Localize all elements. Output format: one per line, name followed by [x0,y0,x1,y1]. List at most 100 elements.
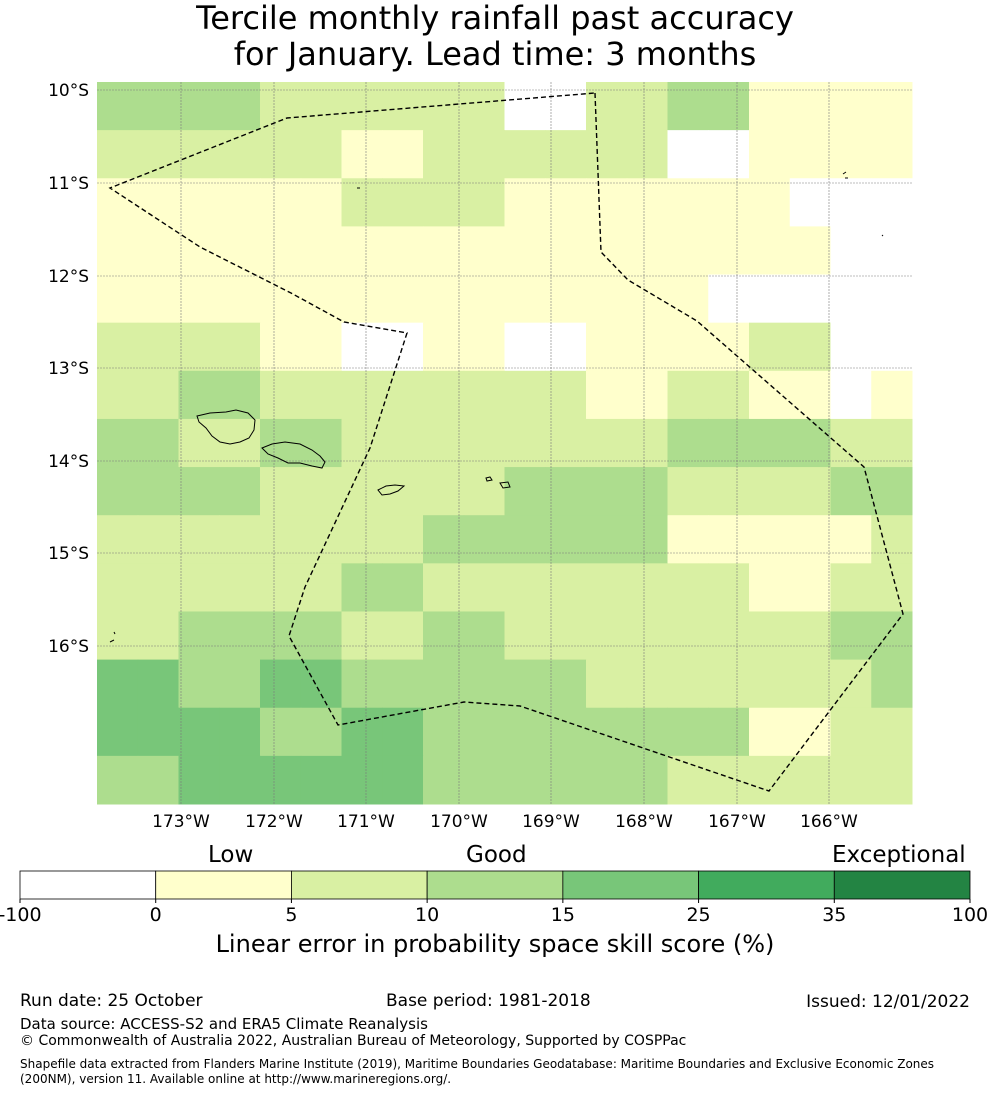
grid-cell [300,563,342,612]
grid-cell [504,418,546,468]
grid-cell [504,370,546,420]
grid-cell [137,563,179,612]
issued-date: Issued: 12/01/2022 [806,992,970,1012]
grid-cell [626,659,668,709]
colorbar-bins [19,870,971,900]
grid-cell [586,82,628,131]
grid-cell [137,515,179,564]
grid-cell [830,178,872,227]
grid-cell [219,130,261,179]
grid-cell [137,611,179,661]
grid-cell [260,274,302,324]
grid-cell [300,467,342,516]
grid-cell [178,755,220,805]
island-savaii [196,409,256,445]
colorbar-bin [19,870,157,900]
grid-cell [341,370,383,420]
grid-cell [789,130,831,179]
grid-cell [667,82,709,131]
grid-cell [463,274,505,324]
grid-cell [97,370,139,420]
colorbar-bin [833,870,971,900]
grid-cell [789,659,831,709]
grid-cell [749,707,791,757]
grid-cell [708,226,750,276]
grid-cell [137,322,179,372]
grid-cell [749,659,791,709]
grid-cell [749,274,791,324]
grid-cell [871,515,913,564]
grid-cell [545,370,587,420]
eez-boundary [108,92,904,792]
grid-cell [545,611,587,661]
grid-cell [300,611,342,661]
data-source: Data source: ACCESS-S2 and ERA5 Climate … [20,1015,428,1033]
grid-cell [423,274,465,324]
grid-cell [219,659,261,709]
grid-cell [260,515,302,564]
grid-cell [545,707,587,757]
grid-cell [300,130,342,179]
grid-cell [586,226,628,276]
grid-cell [260,130,302,179]
colorbar-bin [426,870,564,900]
grid-cell [545,755,587,805]
grid-cell [178,322,220,372]
grid-cell [626,370,668,420]
grid-cell [300,274,342,324]
grid-cell [463,467,505,516]
grid-cell [178,563,220,612]
latitude-label: 15°S [48,544,89,564]
grid-cell [504,322,546,372]
grid-cell [137,82,179,131]
grid-cell [260,659,302,709]
grid-cell [423,130,465,179]
grid-cell [382,755,424,805]
grid-cell [219,274,261,324]
grid-cell [382,370,424,420]
grid-cell [260,707,302,757]
grid-cell [137,226,179,276]
grid-cell [830,274,872,324]
longitude-labels: 173°W 172°W 171°W 170°W 169°W 168°W 167°W 166°W [152,812,858,832]
grid-cell [504,82,546,131]
grid-cell [260,82,302,131]
title-line-1: Tercile monthly rainfall past accuracy [196,0,794,37]
grid-cell [260,755,302,805]
skill-grid [97,82,913,805]
grid-cell [341,467,383,516]
grid-cell [504,515,546,564]
grid-cell [708,467,750,516]
grid-cell [789,82,831,131]
grid-cell [789,707,831,757]
map-title: Tercile monthly rainfall past accuracy f… [0,0,990,72]
colorbar-tick-label: 15 [551,904,575,926]
grid-cell [137,370,179,420]
grid-cell [667,418,709,468]
grid-cell [667,515,709,564]
grid-cell [178,467,220,516]
grid-cell [219,515,261,564]
grid-cell [463,418,505,468]
grid-cell [626,515,668,564]
grid-cell [300,226,342,276]
grid-cell [667,178,709,227]
grid-cell [463,322,505,372]
island-upolu [261,441,326,469]
grid-cell [545,130,587,179]
grid-cell [137,467,179,516]
grid-cell [423,611,465,661]
grid-cell [382,563,424,612]
grid-cell [382,226,424,276]
grid-cell [463,82,505,131]
grid-cell [545,178,587,227]
grid-cell [626,418,668,468]
latitude-label: 13°S [48,359,89,379]
grid-cell [382,82,424,131]
grid-cell [423,755,465,805]
grid-cell [708,707,750,757]
grid-cell [300,755,342,805]
grid-cell [586,322,628,372]
grid-cell [137,418,179,468]
colorbar-tick-label: 25 [686,904,710,926]
